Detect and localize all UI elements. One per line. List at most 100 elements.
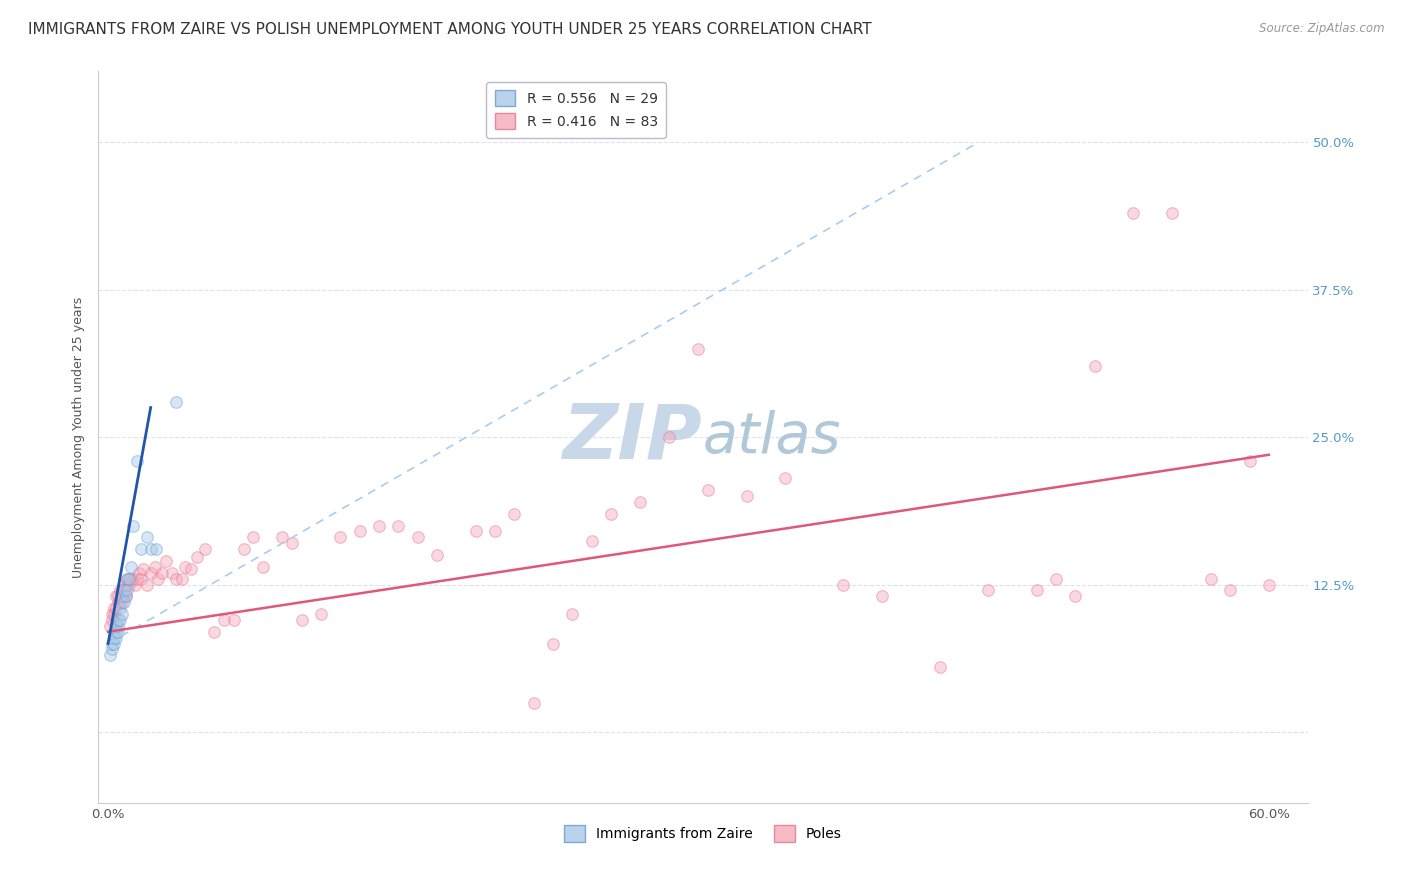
Point (309, 607, 332, 621)
Point (186, 550, 208, 565)
Point (108, 613, 131, 627)
Point (118, 577, 141, 591)
Point (194, 542, 217, 557)
Point (1025, 583, 1047, 598)
Point (212, 613, 235, 627)
Point (581, 533, 603, 548)
Point (122, 518, 145, 533)
Point (111, 595, 134, 609)
Point (1122, 206, 1144, 220)
Point (406, 530, 429, 544)
Point (170, 572, 193, 586)
Point (368, 518, 391, 533)
Point (103, 607, 125, 621)
Point (112, 577, 135, 591)
Y-axis label: Unemployment Among Youth under 25 years: Unemployment Among Youth under 25 years (72, 296, 86, 578)
Point (204, 624, 226, 639)
Point (735, 489, 758, 503)
Point (271, 530, 294, 544)
Point (1045, 572, 1067, 586)
Point (135, 530, 157, 544)
Point (541, 636, 564, 650)
Point (150, 566, 173, 580)
Point (128, 566, 150, 580)
Point (561, 607, 583, 621)
Point (252, 559, 274, 574)
Point (139, 542, 162, 557)
Point (658, 430, 681, 444)
Point (281, 536, 304, 550)
Point (122, 572, 145, 586)
Point (104, 590, 127, 604)
Point (242, 530, 264, 544)
Text: IMMIGRANTS FROM ZAIRE VS POLISH UNEMPLOYMENT AMONG YOUTH UNDER 25 YEARS CORRELAT: IMMIGRANTS FROM ZAIRE VS POLISH UNEMPLOY… (28, 22, 872, 37)
Point (117, 572, 139, 586)
Point (118, 572, 141, 586)
Point (111, 590, 134, 604)
Point (104, 601, 127, 615)
Point (129, 542, 152, 557)
Point (139, 566, 162, 580)
Point (349, 524, 371, 539)
Point (165, 572, 187, 586)
Point (143, 559, 166, 574)
Text: atlas: atlas (703, 409, 842, 465)
Point (1239, 453, 1261, 467)
Point (232, 542, 254, 557)
Point (977, 583, 1000, 598)
Point (929, 660, 952, 674)
Point (107, 624, 129, 639)
Point (120, 572, 142, 586)
Point (104, 631, 127, 645)
Point (112, 595, 135, 609)
Point (329, 530, 352, 544)
Point (290, 613, 312, 627)
Point (101, 613, 124, 627)
Point (124, 577, 146, 591)
Point (387, 518, 409, 533)
Text: ZIP: ZIP (564, 401, 703, 474)
Point (132, 562, 155, 576)
Point (1064, 590, 1087, 604)
Point (101, 636, 124, 650)
Point (98, 648, 121, 663)
Point (174, 559, 197, 574)
Point (165, 394, 187, 409)
Point (464, 524, 486, 539)
Point (101, 642, 124, 657)
Point (600, 507, 623, 521)
Point (112, 590, 135, 604)
Point (117, 583, 139, 598)
Point (108, 583, 131, 598)
Point (145, 542, 167, 557)
Point (101, 607, 124, 621)
Point (180, 562, 202, 576)
Point (1084, 359, 1107, 374)
Point (870, 590, 893, 604)
Point (160, 566, 183, 580)
Point (484, 524, 506, 539)
Point (1199, 572, 1222, 586)
Point (127, 572, 149, 586)
Point (112, 583, 135, 598)
Point (135, 577, 157, 591)
Point (426, 548, 449, 562)
Legend: Immigrants from Zaire, Poles: Immigrants from Zaire, Poles (558, 820, 848, 847)
Point (127, 453, 149, 467)
Text: Source: ZipAtlas.com: Source: ZipAtlas.com (1260, 22, 1385, 36)
Point (117, 572, 139, 586)
Point (1257, 577, 1279, 591)
Point (120, 559, 142, 574)
Point (108, 595, 131, 609)
Point (155, 554, 177, 568)
Point (503, 507, 526, 521)
Point (1161, 206, 1184, 220)
Point (117, 577, 139, 591)
Point (696, 483, 718, 498)
Point (104, 624, 127, 639)
Point (222, 613, 245, 627)
Point (523, 696, 546, 710)
Point (111, 607, 134, 621)
Point (1219, 583, 1241, 598)
Point (628, 495, 651, 509)
